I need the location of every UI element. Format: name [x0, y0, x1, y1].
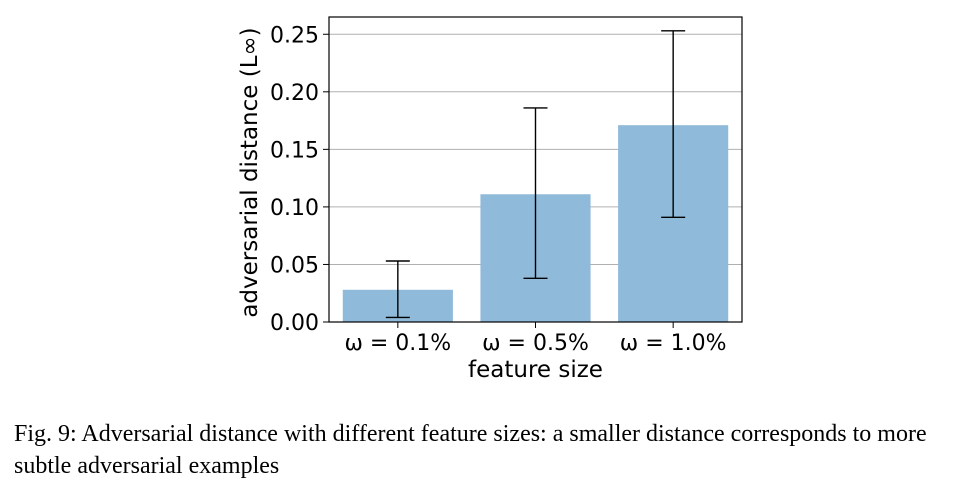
x-tick-label: ω = 1.0% [620, 331, 727, 356]
x-axis-label: feature size [468, 357, 603, 383]
y-tick-label: 0.05 [270, 253, 319, 278]
x-axis-ticks: ω = 0.1% ω = 0.5% ω = 1.0% [344, 322, 727, 356]
y-tick-label: 0.15 [270, 138, 319, 163]
x-tick-label: ω = 0.5% [482, 331, 589, 356]
bar-chart: 0.00 0.05 0.10 0.15 0.20 0.25 ω = 0.1% ω = 0.5… [237, 16, 743, 383]
y-axis-label: adversarial distance (L∞) [237, 27, 263, 317]
error-bars [385, 30, 686, 319]
y-tick-label: 0.00 [270, 311, 319, 336]
x-tick-label: ω = 0.1% [344, 331, 451, 356]
figure-caption: Fig. 9: Adversarial distance with differ… [14, 421, 927, 479]
y-tick-label: 0.10 [270, 196, 319, 221]
y-tick-label: 0.25 [270, 23, 319, 48]
y-tick-label: 0.20 [270, 81, 319, 106]
y-axis-ticks: 0.00 0.05 0.10 0.15 0.20 0.25 [270, 23, 329, 336]
